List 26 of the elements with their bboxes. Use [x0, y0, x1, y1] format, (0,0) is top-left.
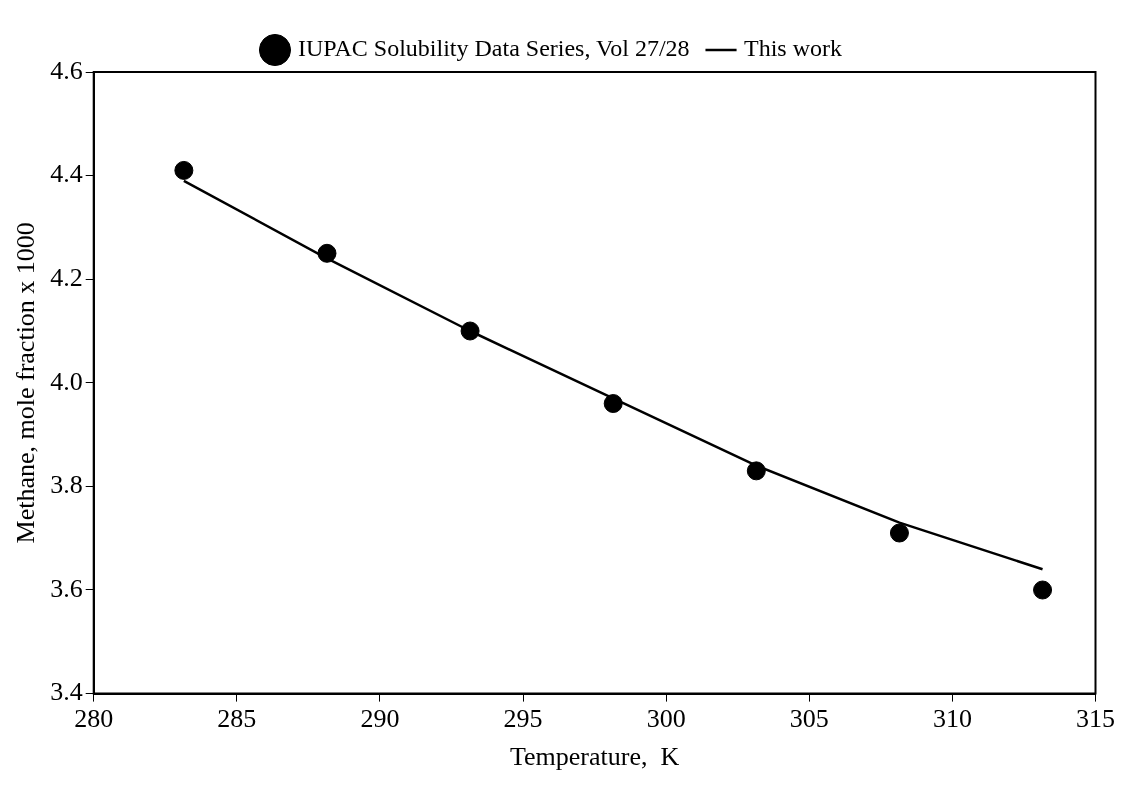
legend-label: This work	[744, 35, 843, 62]
point	[460, 321, 480, 341]
y-tick-label: 4.0	[50, 366, 83, 396]
x-tick-label: 310	[932, 704, 972, 734]
y-tick-label: 4.2	[50, 263, 83, 293]
x-axis-title: Temperature, K	[509, 742, 680, 772]
y-tick-label: 3.6	[50, 573, 83, 603]
x-tick-label: 300	[646, 704, 686, 734]
y-tick-label: 4.6	[50, 55, 83, 85]
point	[746, 461, 766, 481]
point	[603, 394, 623, 414]
y-tick-label: 3.4	[50, 677, 83, 707]
x-tick-label: 280	[74, 704, 114, 734]
x-tick-label: 285	[217, 704, 257, 734]
point	[1033, 580, 1053, 600]
point	[317, 243, 337, 263]
y-tick-label: 4.4	[50, 159, 83, 189]
point	[889, 523, 909, 543]
x-tick-label: 295	[503, 704, 543, 734]
point	[174, 160, 194, 180]
x-tick-label: 305	[789, 704, 829, 734]
y-tick-label: 3.8	[50, 470, 83, 500]
legend-label: IUPAC Solubility Data Series, Vol 27/28	[297, 35, 690, 62]
y-axis-title: Methane, mole fraction x 1000	[11, 222, 41, 544]
x-tick-label: 290	[360, 704, 400, 734]
x-tick-label: 315	[1076, 704, 1115, 734]
